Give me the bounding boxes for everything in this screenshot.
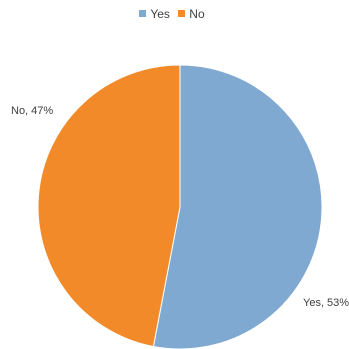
chart-legend: Yes No <box>0 7 349 21</box>
data-label-no: No, 47% <box>11 105 53 117</box>
legend-item-yes: Yes <box>139 7 170 21</box>
pie-slices <box>37 64 323 349</box>
pie-slice-no <box>37 64 181 348</box>
data-label-yes: Yes, 53% <box>303 297 349 309</box>
pie-slice-yes <box>152 64 323 349</box>
legend-swatch-no <box>178 10 186 17</box>
legend-label-no: No <box>189 7 205 21</box>
legend-swatch-yes <box>139 10 147 17</box>
legend-item-no: No <box>178 7 205 21</box>
legend-label-yes: Yes <box>150 7 170 21</box>
